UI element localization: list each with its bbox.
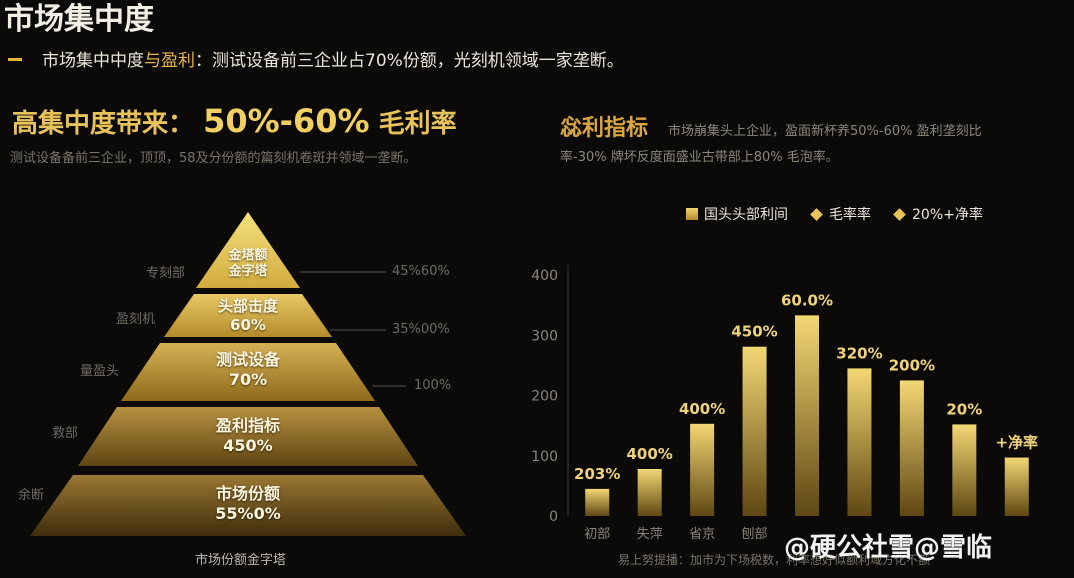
pyramid-tier-5 [30,475,466,536]
pyramid-tier-1-text: 金塔额 金字塔 [212,248,284,281]
subtitle-prefix: 市场集中中度 [42,51,144,71]
bar [742,346,767,516]
market-share-pyramid [30,212,466,536]
right-description-line1: 市场崩集头上企业，盈面新杯养50%-60% 盈利垄刻比 [668,124,982,139]
bar [952,424,977,516]
x-tick-label: 省京 [689,527,715,542]
pyramid-tier-1-line2: 金字塔 [228,264,268,280]
y-tick-label: 100 [531,449,558,465]
pyramid-tier-2-text: 头部击度 60% [198,297,298,335]
legend-square-icon [686,208,698,220]
pyramid-tier-5-line2: 55%0% [215,504,281,523]
legend-label-3: 20%+净率 [912,207,983,223]
bar-data-label: +净率 [995,434,1038,452]
pyramid-left-label-2: 盈刻机 [116,312,156,327]
pyramid-right-label-2: 35%00% [392,322,450,337]
bar [585,488,610,516]
x-tick-label: 初部 [584,527,610,542]
bar-data-label: 400% [679,400,725,418]
bar [1004,457,1029,516]
bar-data-label: 60.0% [781,291,833,309]
subtitle-highlight: 与盈利 [144,51,195,71]
left-heading: 高集中度带来： 50%-60% 毛利率 [12,102,457,140]
chart-legend: 国头头部利间 毛率率 20%+净率 [686,204,983,224]
y-tick-label: 0 [549,509,558,525]
right-description-line2: 率-30% 牌坏反度面盛业古带部上80% 毛泡率。 [560,150,839,165]
legend-item-margin: 毛率率 [810,204,871,224]
pyramid-left-label-3: 量盈头 [80,364,120,379]
y-tick-label: 300 [531,328,558,344]
legend-label-1: 国头头部利间 [704,207,788,223]
pyramid-tier-3 [121,343,375,401]
right-heading: 惢利指标 [560,116,649,141]
pyramid-left-label-5: 余断 [18,488,45,503]
watermark-text: @硬公社雪@雪临 [784,533,993,563]
bar [690,423,715,516]
page-title: 市场集中度 [4,2,154,37]
bar-data-label: 320% [836,344,882,362]
pyramid-tier-3-line1: 测试设备 [215,350,280,369]
pyramid-left-label-4: 救部 [52,426,79,441]
left-heading-suffix: 毛利率 [378,109,457,139]
pyramid-caption: 市场份额金字塔 [195,553,287,568]
pyramid-tier-2-line1: 头部击度 [217,297,278,315]
bar [795,315,819,516]
legend-item-bars: 国头头部利间 [686,204,788,224]
bar-data-label: 203% [574,465,620,483]
legend-diamond-icon [893,207,906,221]
pyramid-tier-2-line2: 60% [230,315,266,334]
pyramid-right-label-3: 100% [414,378,452,393]
bar-data-label: 200% [889,356,935,374]
chart-footnote: 易上努提播：加市为下场税数，利率想好似额利域方化不额 [618,553,931,567]
pyramid-tier-4 [78,407,418,466]
pyramid-tier-1-line1: 金塔额 [228,248,268,263]
bar [847,368,872,516]
bar-data-label: 400% [626,445,672,463]
legend-item-net: 20%+净率 [893,204,983,224]
legend-label-2: 毛率率 [829,207,871,223]
pyramid-tier-5-text: 市场份额 55%0% [178,484,318,524]
subtitle-bullet [8,58,22,61]
pyramid-right-label-1: 45%60% [392,264,450,279]
pyramid-tier-4-text: 盈利指标 450% [178,416,318,456]
bar [899,380,924,516]
subtitle-rest: ：测试设备前三企业占70%份额，光刻机领域一家垄断。 [195,51,624,71]
pyramid-tier-4-line2: 450% [223,436,273,455]
y-tick-label: 400 [531,268,558,284]
legend-diamond-icon [810,207,823,221]
left-heading-value: 50%-60% [203,102,370,140]
x-tick-label: 失萍 [637,527,663,542]
x-tick-label: 刨部 [742,527,768,542]
pyramid-tier-5-line1: 市场份额 [215,484,280,503]
pyramid-tier-3-line2: 70% [228,370,268,389]
pyramid-left-label-1: 专刻部 [146,266,186,281]
pyramid-tier-4-line1: 盈利指标 [215,416,280,435]
pyramid-tier-2 [164,294,332,337]
left-heading-label: 高集中度带来： [12,109,195,139]
profit-bar-chart: 0 100 200 300 400 203% 初部 400% 失萍 400% 省京 450% 刨部 60.… [531,265,1038,542]
left-description: 测试设备备前三企业，顶顶，58及分份额的篇刻机卷斑并领域一垄断。 [10,151,417,166]
subtitle: 市场集中中度与盈利：测试设备前三企业占70%份额，光刻机领域一家垄断。 [42,46,624,71]
pyramid-tier-3-text: 测试设备 70% [188,350,308,390]
y-tick-label: 200 [531,389,558,405]
bar-data-label: 20% [946,400,982,418]
pyramid-tier-1 [196,212,300,288]
bar-data-label: 450% [731,323,777,341]
bar [637,469,662,516]
